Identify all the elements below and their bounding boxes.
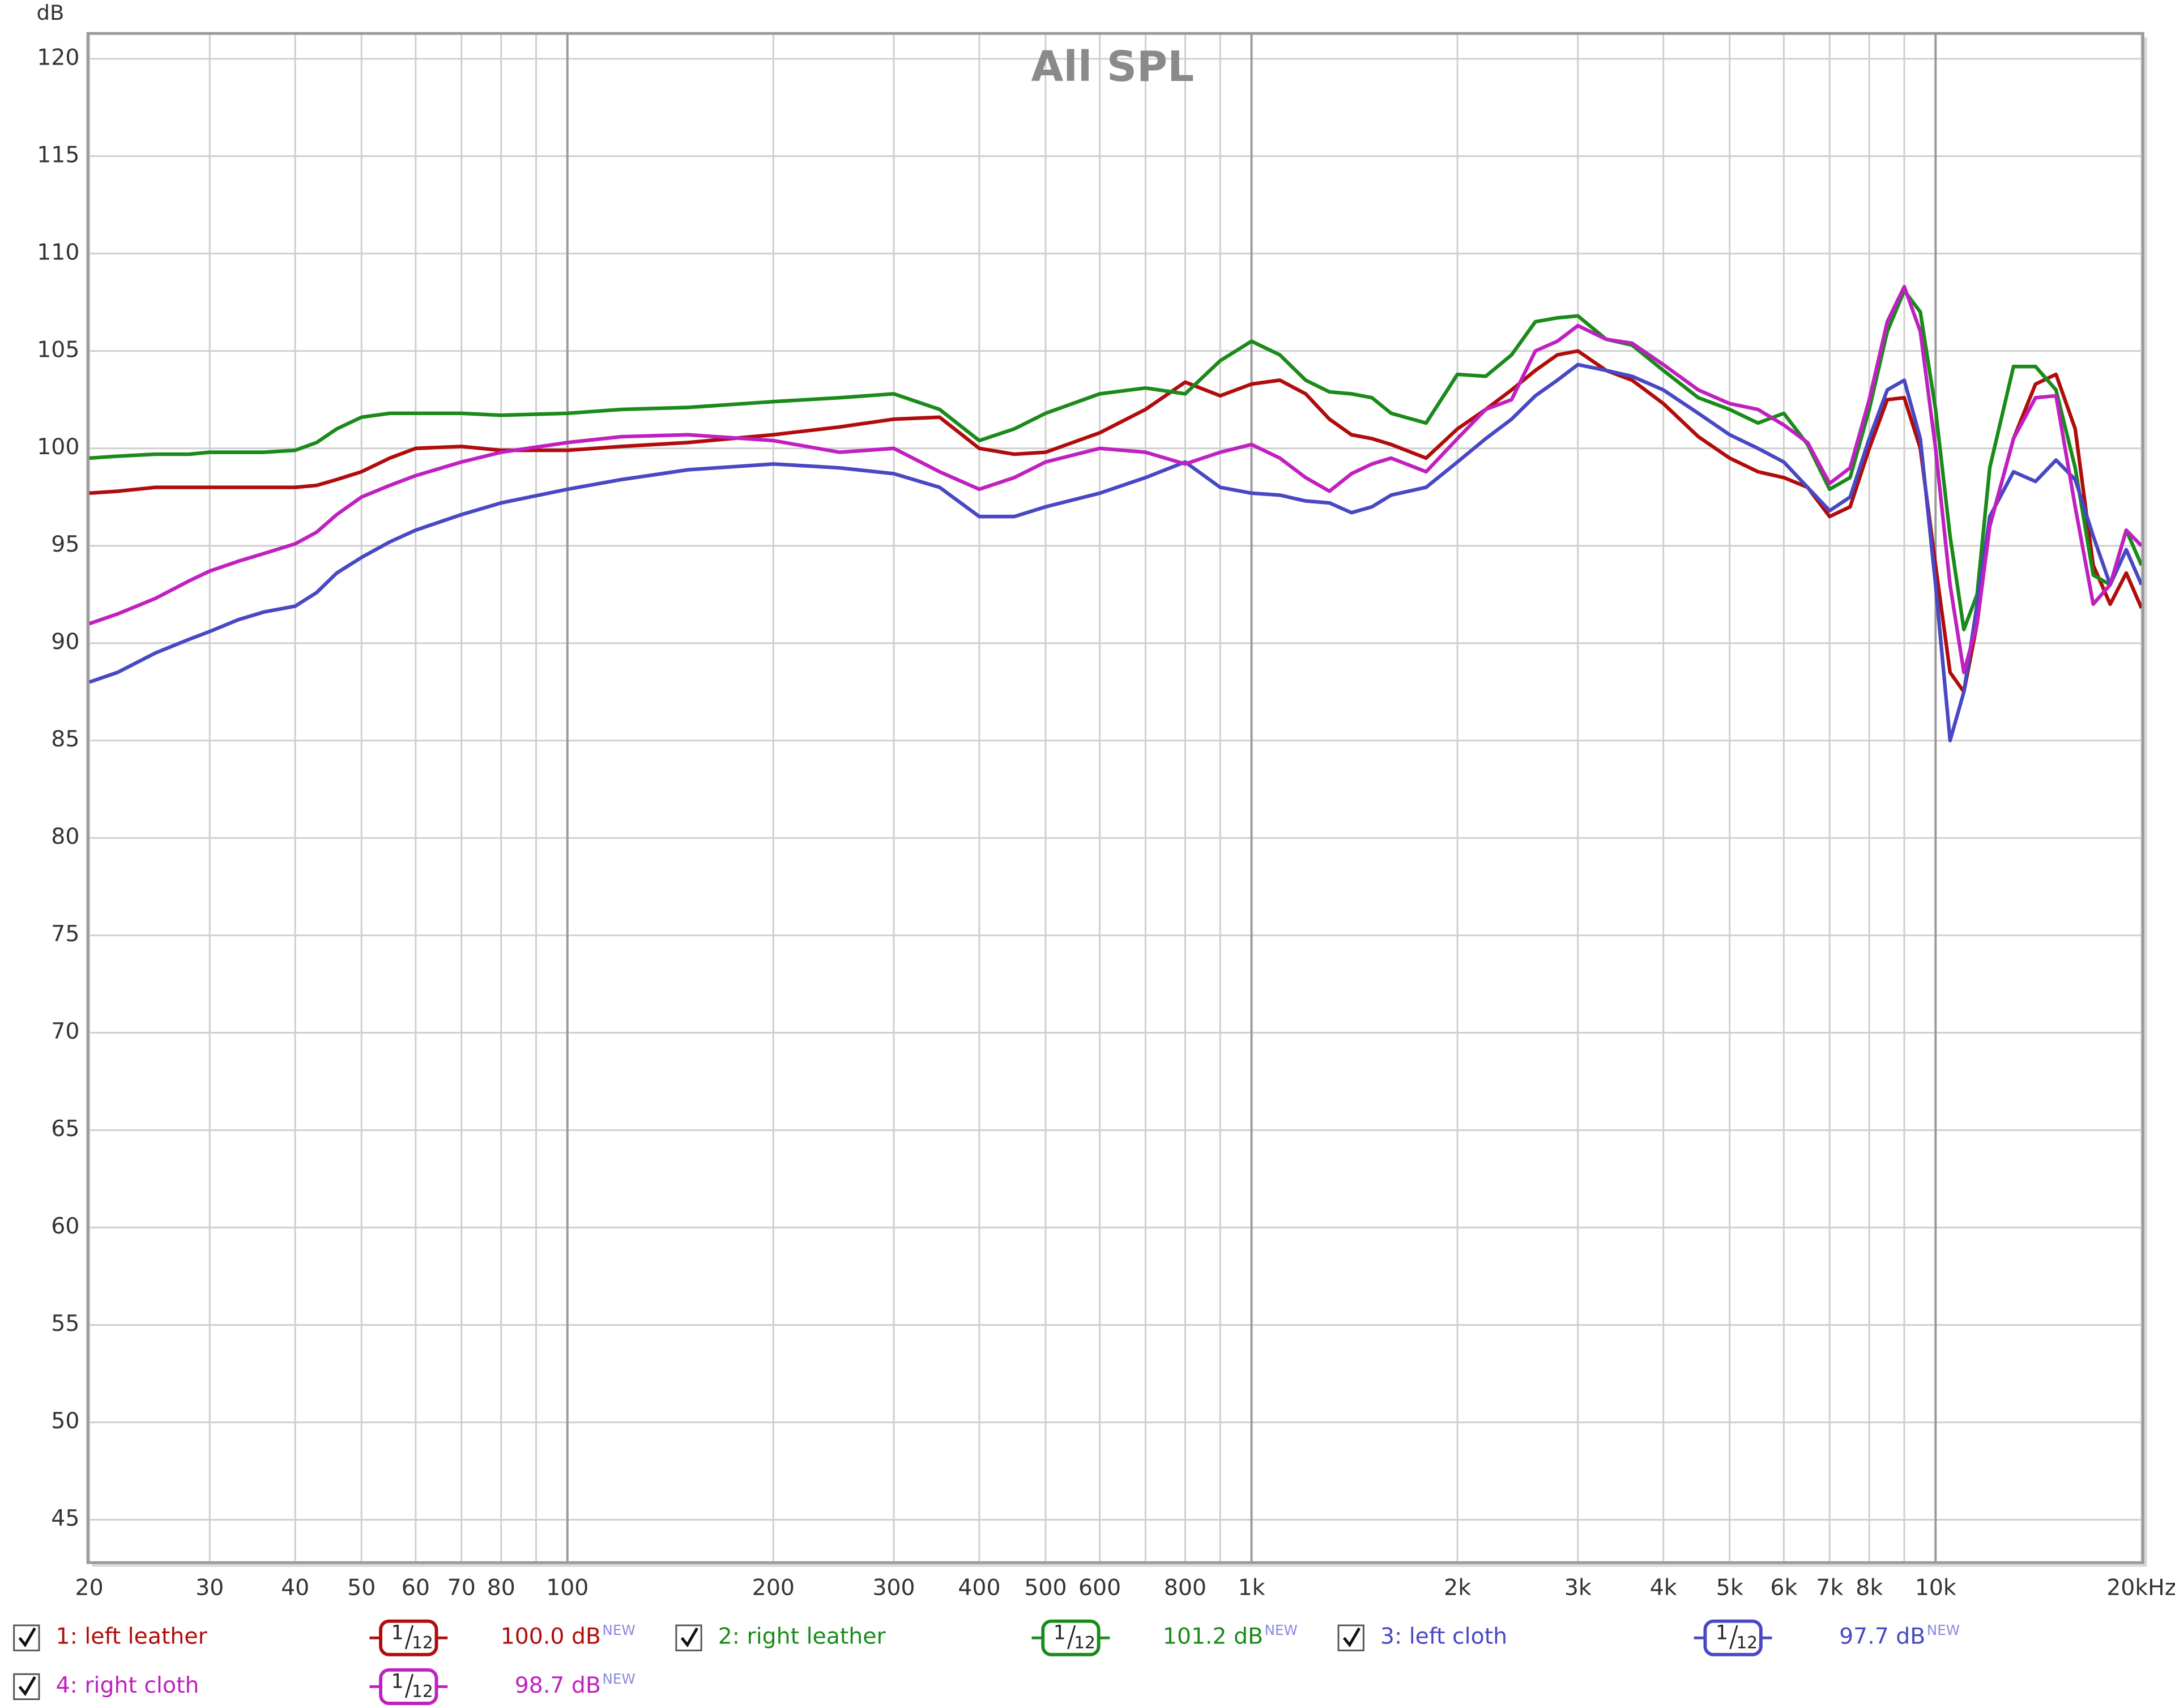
x-tick-label: 1k bbox=[1238, 1575, 1265, 1601]
legend-checkmark bbox=[18, 1676, 36, 1696]
legend-level: 98.7 dB bbox=[515, 1672, 601, 1698]
legend-checkmark bbox=[18, 1627, 36, 1647]
smoothing-slash bbox=[1067, 1625, 1076, 1650]
y-tick-label: 95 bbox=[51, 531, 79, 557]
x-tick-label: 20kHz bbox=[2106, 1575, 2175, 1601]
y-tick-label: 100 bbox=[37, 434, 79, 460]
plot-frame bbox=[86, 32, 2144, 1564]
legend-level: 97.7 dB bbox=[1839, 1624, 1925, 1650]
y-tick-label: 90 bbox=[51, 629, 79, 655]
x-tick-label: 7k bbox=[1816, 1575, 1843, 1601]
smoothing-numerator: 1 bbox=[391, 1670, 404, 1693]
y-tick-label: 70 bbox=[51, 1018, 79, 1044]
legend-item: 2: right leather 1 12 101.2 dB NEW bbox=[675, 1619, 1298, 1656]
x-tick-label: 600 bbox=[1078, 1575, 1121, 1601]
y-axis-label: dB bbox=[37, 1, 65, 25]
smoothing-denominator: 12 bbox=[412, 1633, 433, 1653]
y-tick-label: 110 bbox=[37, 239, 79, 265]
x-tick-label: 800 bbox=[1164, 1575, 1206, 1601]
legend: 1: left leather 1 12 100.0 dB NEW 2: right le… bbox=[13, 1619, 1960, 1705]
smoothing-denominator: 12 bbox=[1074, 1633, 1095, 1653]
series-line bbox=[89, 349, 2143, 694]
y-tick-label: 45 bbox=[51, 1505, 79, 1531]
legend-label: 2: right leather bbox=[718, 1624, 886, 1650]
y-tick-label: 120 bbox=[37, 44, 79, 70]
x-tick-label: 8k bbox=[1856, 1575, 1883, 1601]
x-tick-label: 70 bbox=[447, 1575, 476, 1601]
x-tick-label: 6k bbox=[1770, 1575, 1797, 1601]
smoothing-slash bbox=[1729, 1625, 1738, 1650]
legend-label: 4: right cloth bbox=[56, 1672, 199, 1698]
smoothing-denominator: 12 bbox=[412, 1682, 433, 1701]
x-tick-label: 20 bbox=[75, 1575, 104, 1601]
x-tick-label: 3k bbox=[1564, 1575, 1592, 1601]
smoothing-numerator: 1 bbox=[391, 1621, 404, 1644]
legend-checkbox bbox=[675, 1624, 702, 1651]
legend-level: 101.2 dB bbox=[1163, 1624, 1263, 1650]
x-tick-label: 10k bbox=[1915, 1575, 1956, 1601]
y-tick-label: 65 bbox=[51, 1116, 79, 1142]
x-tick-label: 4k bbox=[1650, 1575, 1677, 1601]
legend-item: 3: left cloth 1 12 97.7 dB NEW bbox=[1337, 1619, 1960, 1656]
y-tick-label: 115 bbox=[37, 142, 79, 168]
y-tick-label: 85 bbox=[51, 726, 79, 752]
legend-badge: NEW bbox=[1265, 1622, 1298, 1638]
x-tick-label: 2k bbox=[1444, 1575, 1471, 1601]
legend-checkbox bbox=[1337, 1624, 1364, 1651]
legend-label: 1: left leather bbox=[56, 1624, 208, 1650]
y-tick-label: 75 bbox=[51, 921, 79, 947]
curves bbox=[88, 285, 2143, 742]
legend-badge: NEW bbox=[602, 1622, 635, 1638]
legend-checkmark bbox=[1342, 1627, 1361, 1647]
legend-item: 1: left leather 1 12 100.0 dB NEW bbox=[13, 1619, 636, 1656]
legend-level: 100.0 dB bbox=[501, 1624, 601, 1650]
x-tick-label: 60 bbox=[402, 1575, 430, 1601]
series-line bbox=[88, 362, 2143, 742]
smoothing-numerator: 1 bbox=[1716, 1621, 1728, 1644]
smoothing-slash bbox=[404, 1625, 414, 1650]
y-tick-label: 50 bbox=[51, 1408, 79, 1434]
x-tick-label: 300 bbox=[872, 1575, 915, 1601]
x-tick-label: 5k bbox=[1716, 1575, 1743, 1601]
legend-item: 4: right cloth 1 12 98.7 dB NEW bbox=[13, 1668, 636, 1705]
x-tick-label: 100 bbox=[546, 1575, 588, 1601]
legend-label: 3: left cloth bbox=[1380, 1624, 1507, 1650]
smoothing-slash bbox=[404, 1673, 414, 1698]
x-tick-label: 30 bbox=[195, 1575, 224, 1601]
x-tick-label: 500 bbox=[1024, 1575, 1067, 1601]
y-tick-label: 80 bbox=[51, 823, 79, 849]
legend-badge: NEW bbox=[1927, 1622, 1960, 1638]
smoothing-numerator: 1 bbox=[1054, 1621, 1066, 1644]
chart-title: All SPL bbox=[1031, 42, 1194, 91]
legend-checkmark bbox=[680, 1627, 698, 1647]
smoothing-denominator: 12 bbox=[1736, 1633, 1758, 1653]
x-tick-label: 200 bbox=[752, 1575, 795, 1601]
y-tick-label: 60 bbox=[51, 1213, 79, 1239]
x-tick-label: 400 bbox=[958, 1575, 1000, 1601]
x-tick-label: 50 bbox=[347, 1575, 376, 1601]
x-tick-label: 40 bbox=[281, 1575, 309, 1601]
x-tick-label: 80 bbox=[487, 1575, 515, 1601]
series-line bbox=[88, 285, 2143, 674]
legend-badge: NEW bbox=[602, 1671, 635, 1687]
y-tick-label: 55 bbox=[51, 1310, 79, 1336]
y-tick-label: 105 bbox=[37, 336, 79, 362]
plot-area bbox=[88, 33, 2143, 1563]
series-line bbox=[89, 288, 2143, 631]
